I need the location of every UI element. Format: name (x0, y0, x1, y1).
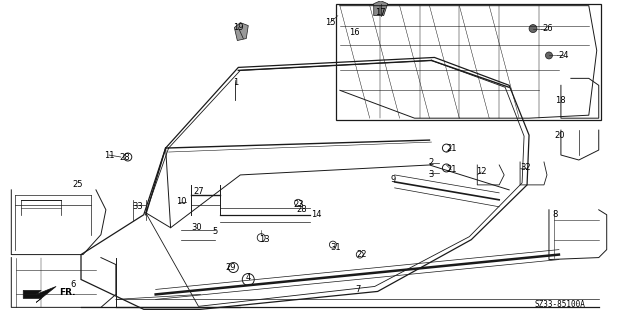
Text: 8: 8 (552, 210, 558, 219)
Text: 12: 12 (476, 167, 486, 176)
Text: 2: 2 (429, 158, 434, 167)
Text: 26: 26 (542, 24, 554, 33)
Polygon shape (374, 1, 388, 16)
Text: 17: 17 (376, 8, 386, 17)
Text: 25: 25 (73, 180, 83, 189)
Text: 10: 10 (176, 197, 187, 206)
Text: 28: 28 (297, 205, 307, 214)
Text: FR.: FR. (59, 288, 76, 297)
Text: 29: 29 (225, 263, 236, 272)
Text: 23: 23 (294, 200, 304, 209)
Text: 28: 28 (119, 153, 130, 162)
Text: 3: 3 (429, 171, 434, 180)
Text: 11: 11 (104, 150, 114, 160)
Text: 27: 27 (193, 188, 204, 196)
Text: 18: 18 (555, 96, 565, 105)
Text: 32: 32 (521, 164, 531, 172)
Polygon shape (234, 23, 248, 41)
Text: 22: 22 (356, 250, 367, 259)
Circle shape (545, 52, 552, 59)
Text: 1: 1 (233, 78, 238, 87)
Text: 20: 20 (555, 131, 565, 140)
Text: 31: 31 (330, 243, 341, 252)
Text: 21: 21 (446, 144, 457, 153)
Text: 21: 21 (446, 165, 457, 174)
Bar (336, 4, 601, 120)
Text: 33: 33 (132, 202, 143, 211)
Text: 15: 15 (325, 18, 335, 27)
Text: 14: 14 (311, 210, 321, 219)
Text: 30: 30 (191, 223, 202, 232)
Text: 4: 4 (246, 273, 251, 282)
Polygon shape (23, 286, 56, 302)
Text: 19: 19 (233, 23, 244, 32)
Text: SZ33-85100A: SZ33-85100A (534, 300, 585, 309)
Text: 13: 13 (259, 235, 269, 244)
Text: 7: 7 (355, 285, 361, 294)
Text: 6: 6 (70, 280, 76, 289)
Text: 16: 16 (350, 28, 360, 37)
Circle shape (529, 25, 537, 33)
Text: 5: 5 (213, 227, 218, 236)
Text: 24: 24 (559, 51, 569, 60)
Text: 9: 9 (390, 175, 395, 184)
